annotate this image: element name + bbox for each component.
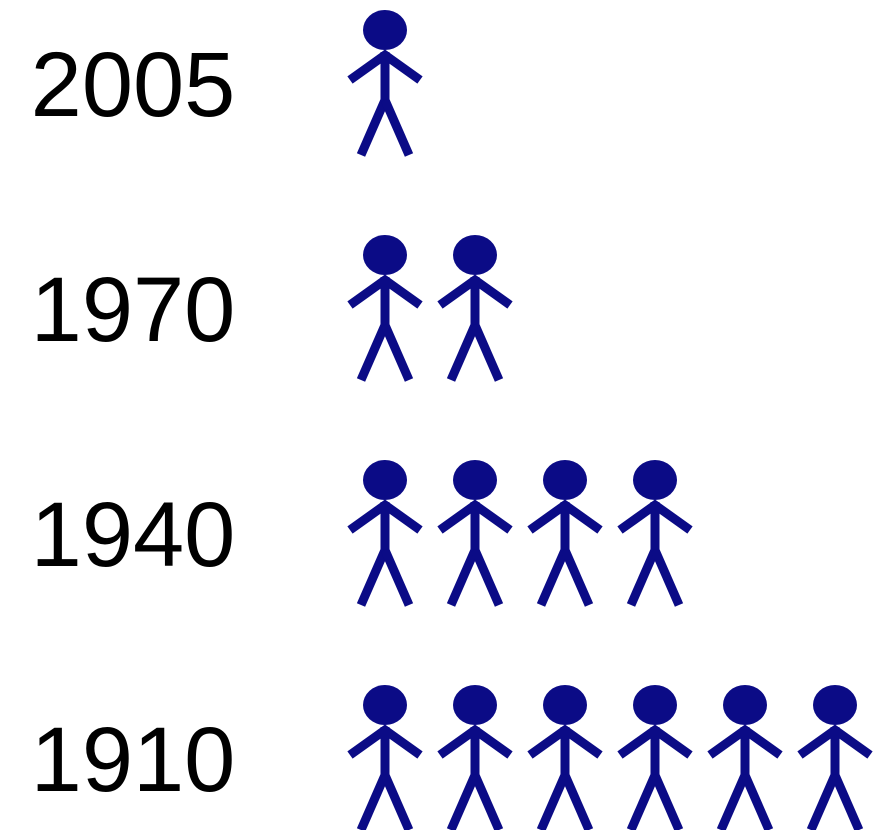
category-label: 1940 <box>31 484 236 586</box>
icon-leg <box>806 773 840 830</box>
icon-head <box>453 460 497 500</box>
icon-leg <box>380 323 414 382</box>
icon-head <box>813 685 857 725</box>
icon-leg <box>560 548 594 607</box>
person-icon <box>527 460 603 607</box>
icon-leg <box>650 773 684 830</box>
person-icon <box>437 685 513 830</box>
icon-head <box>363 685 407 725</box>
icon-leg <box>626 773 660 830</box>
person-icon <box>347 235 423 382</box>
icon-leg <box>470 548 504 607</box>
icon-leg <box>380 773 414 830</box>
icon-leg <box>470 323 504 382</box>
icon-head <box>633 460 677 500</box>
category-label: 2005 <box>31 34 236 136</box>
icon-leg <box>446 323 480 382</box>
person-icon <box>527 685 603 830</box>
icon-leg <box>830 773 864 830</box>
icon-head <box>363 10 407 50</box>
icon-row <box>347 460 693 607</box>
icon-leg <box>716 773 750 830</box>
category-label: 1910 <box>31 709 236 811</box>
icon-row <box>347 235 513 382</box>
icon-leg <box>356 773 390 830</box>
person-icon <box>347 10 423 157</box>
category-label: 1970 <box>31 259 236 361</box>
icon-leg <box>380 98 414 157</box>
icon-head <box>633 685 677 725</box>
person-icon <box>347 685 423 830</box>
icon-row <box>347 685 873 830</box>
icon-leg <box>446 773 480 830</box>
icon-head <box>363 235 407 275</box>
icon-row <box>347 10 423 157</box>
icon-leg <box>356 98 390 157</box>
person-icon <box>707 685 783 830</box>
icon-leg <box>380 548 414 607</box>
icon-leg <box>356 323 390 382</box>
icon-head <box>453 685 497 725</box>
person-icon <box>797 685 873 830</box>
icon-leg <box>536 548 570 607</box>
icon-leg <box>356 548 390 607</box>
icon-leg <box>740 773 774 830</box>
icon-head <box>543 460 587 500</box>
person-icon <box>347 460 423 607</box>
icon-leg <box>626 548 660 607</box>
icon-leg <box>470 773 504 830</box>
icon-leg <box>650 548 684 607</box>
icon-leg <box>536 773 570 830</box>
icon-leg <box>560 773 594 830</box>
person-icon <box>617 460 693 607</box>
person-icon <box>437 460 513 607</box>
icon-head <box>363 460 407 500</box>
person-icon <box>617 685 693 830</box>
icon-head <box>543 685 587 725</box>
icon-head <box>723 685 767 725</box>
icon-head <box>453 235 497 275</box>
person-icon <box>437 235 513 382</box>
icon-leg <box>446 548 480 607</box>
